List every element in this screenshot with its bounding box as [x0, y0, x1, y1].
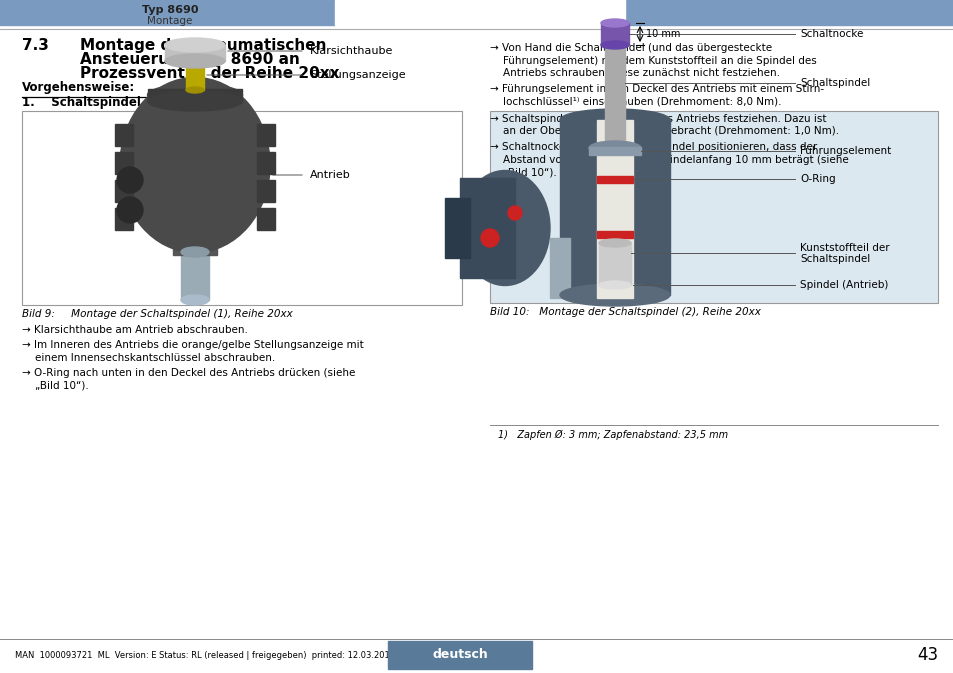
Ellipse shape — [598, 239, 630, 247]
Ellipse shape — [459, 170, 550, 285]
Bar — [256, 180, 274, 202]
Ellipse shape — [604, 22, 624, 28]
Bar — [115, 208, 132, 230]
Bar — [388, 641, 532, 669]
Text: → Im Inneren des Antriebs die orange/gelbe Stellungsanzeige mit: → Im Inneren des Antriebs die orange/gel… — [22, 341, 363, 351]
Text: → Von Hand die Schaltspindel (und das übergesteckte: → Von Hand die Schaltspindel (und das üb… — [490, 43, 771, 53]
Ellipse shape — [165, 38, 225, 52]
Text: Antrieb: Antrieb — [310, 170, 351, 180]
Text: Vorgehensweise:: Vorgehensweise: — [22, 81, 135, 94]
Text: Führungselement: Führungselement — [800, 146, 890, 156]
Text: Montage der Pneumatischen: Montage der Pneumatischen — [80, 38, 326, 53]
Bar — [181, 252, 209, 300]
Text: Bild 9:     Montage der Schaltspindel (1), Reihe 20xx: Bild 9: Montage der Schaltspindel (1), R… — [22, 309, 293, 319]
Ellipse shape — [181, 295, 209, 305]
Ellipse shape — [172, 232, 216, 242]
Bar — [459, 178, 515, 278]
Text: MAN  1000093721  ML  Version: E Status: RL (released | freigegeben)  printed: 12: MAN 1000093721 ML Version: E Status: RL … — [15, 651, 395, 660]
Text: 43: 43 — [917, 646, 938, 664]
Bar — [624, 0, 953, 25]
Text: Schaltspindel: Schaltspindel — [800, 254, 869, 264]
Text: → Schaltspindel an der Spindel des Antriebs festziehen. Dazu ist: → Schaltspindel an der Spindel des Antri… — [490, 114, 825, 124]
Text: Spindel (Antrieb): Spindel (Antrieb) — [800, 280, 887, 290]
Ellipse shape — [559, 109, 669, 131]
Text: deutsch: deutsch — [432, 649, 487, 662]
Bar — [598, 243, 630, 285]
Text: → Führungselement in den Deckel des Antriebs mit einem Stirn-: → Führungselement in den Deckel des Antr… — [490, 85, 823, 94]
Text: O-Ring: O-Ring — [800, 174, 835, 184]
Text: Schaltspindel: Schaltspindel — [800, 78, 869, 88]
Text: „Bild 10“).: „Bild 10“). — [22, 381, 89, 391]
Bar — [604, 25, 624, 145]
Text: FLUID CONTROL SYSTEMS: FLUID CONTROL SYSTEMS — [754, 20, 822, 24]
Ellipse shape — [120, 77, 270, 252]
Text: Typ 8690: Typ 8690 — [142, 5, 198, 15]
Bar — [600, 23, 628, 45]
Bar — [559, 120, 669, 295]
Bar — [490, 111, 937, 303]
Text: lochschlüssel¹⁾ einschrauben (Drehmoment: 8,0 Nm).: lochschlüssel¹⁾ einschrauben (Drehmoment… — [490, 97, 781, 107]
Ellipse shape — [186, 57, 204, 63]
Text: Bild 10:   Montage der Schaltspindel (2), Reihe 20xx: Bild 10: Montage der Schaltspindel (2), … — [490, 307, 760, 317]
Text: Stellungsanzeige: Stellungsanzeige — [310, 70, 405, 80]
Ellipse shape — [186, 87, 204, 93]
Text: Montage: Montage — [147, 16, 193, 26]
Text: 10 mm: 10 mm — [645, 29, 679, 39]
Circle shape — [117, 197, 143, 223]
Bar — [597, 176, 633, 183]
Text: 7.3: 7.3 — [22, 38, 49, 53]
Ellipse shape — [148, 91, 242, 111]
Text: b: b — [761, 1, 775, 20]
Text: ürkert: ürkert — [763, 1, 831, 20]
Bar — [444, 198, 470, 258]
Text: 1.    Schaltspindel montieren:: 1. Schaltspindel montieren: — [22, 96, 218, 109]
Bar — [597, 120, 633, 298]
Bar — [115, 124, 132, 146]
Text: Schaltnocke: Schaltnocke — [800, 29, 862, 39]
Text: an der Oberseite ein Schlitz angebracht (Drehmoment: 1,0 Nm).: an der Oberseite ein Schlitz angebracht … — [490, 126, 839, 136]
Ellipse shape — [600, 19, 628, 27]
Bar — [550, 238, 569, 298]
Text: Antriebs schrauben, diese zunächst nicht festziehen.: Antriebs schrauben, diese zunächst nicht… — [490, 68, 780, 78]
Text: Prozessventile der Reihe 20xx: Prozessventile der Reihe 20xx — [80, 66, 339, 81]
Ellipse shape — [148, 84, 242, 106]
Text: 1)   Zapfen Ø: 3 mm; Zapfenabstand: 23,5 mm: 1) Zapfen Ø: 3 mm; Zapfenabstand: 23,5 m… — [497, 430, 727, 440]
Text: → Schaltnocke so auf der Schaltspindel positionieren, dass der: → Schaltnocke so auf der Schaltspindel p… — [490, 143, 817, 153]
Ellipse shape — [588, 141, 640, 155]
Bar — [335, 0, 624, 25]
Bar — [22, 111, 461, 305]
Ellipse shape — [600, 41, 628, 49]
Text: einem Innensechskantschlüssel abschrauben.: einem Innensechskantschlüssel abschraube… — [22, 353, 275, 363]
Bar — [588, 147, 640, 155]
Ellipse shape — [559, 284, 669, 306]
Circle shape — [117, 167, 143, 193]
Text: Führungselement) mit dem Kunststoffteil an die Spindel des: Führungselement) mit dem Kunststoffteil … — [490, 55, 816, 65]
Text: Klarsichthaube: Klarsichthaube — [310, 46, 393, 56]
Bar — [165, 45, 225, 61]
Text: Kunststoffteil der: Kunststoffteil der — [800, 243, 889, 253]
Circle shape — [507, 206, 521, 220]
Ellipse shape — [598, 281, 630, 289]
Bar — [256, 152, 274, 174]
Bar — [172, 237, 216, 255]
Bar — [115, 180, 132, 202]
Text: → Klarsichthaube am Antrieb abschrauben.: → Klarsichthaube am Antrieb abschrauben. — [22, 325, 248, 335]
Text: Ansteuerung Typ 8690 an: Ansteuerung Typ 8690 an — [80, 52, 299, 67]
Text: → O-Ring nach unten in den Deckel des Antriebs drücken (siehe: → O-Ring nach unten in den Deckel des An… — [22, 369, 355, 378]
Bar — [115, 152, 132, 174]
Ellipse shape — [181, 247, 209, 257]
Ellipse shape — [165, 54, 225, 68]
Circle shape — [480, 229, 498, 247]
Text: „Bild 10“).: „Bild 10“). — [490, 168, 557, 178]
Bar — [256, 124, 274, 146]
Bar — [597, 231, 633, 238]
Text: Abstand von Schaltnocke bis Spindelanfang 10 mm beträgt (siehe: Abstand von Schaltnocke bis Spindelanfan… — [490, 155, 848, 165]
Bar — [148, 89, 242, 101]
Bar — [256, 208, 274, 230]
Bar — [0, 0, 335, 25]
Bar — [186, 60, 204, 90]
